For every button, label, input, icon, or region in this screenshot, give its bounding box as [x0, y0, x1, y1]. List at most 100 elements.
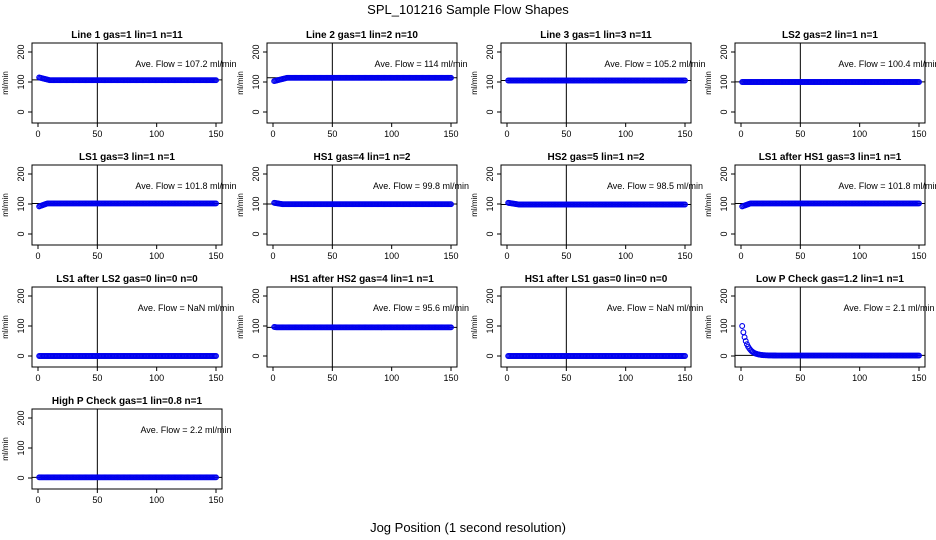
- x-tick-label: 150: [911, 129, 926, 139]
- panel-4: LS2 gas=2 lin=1 n=1 0 50 100 150 0 100 200 ml/mi…: [704, 30, 936, 139]
- y-tick-label: 200: [251, 166, 261, 181]
- ave-flow-label: Ave. Flow = 99.8 ml/min: [373, 181, 469, 191]
- panel-10: HS1 after HS2 gas=4 lin=1 n=1 0 50 100 150 0 1…: [236, 274, 469, 383]
- x-tick-label: 100: [618, 373, 633, 383]
- x-tick-label: 0: [504, 129, 509, 139]
- x-tick-label: 100: [149, 251, 164, 261]
- x-tick-label: 100: [384, 251, 399, 261]
- data-point: [448, 74, 454, 81]
- series-points: [36, 74, 219, 84]
- y-axis-label: ml/min: [1, 71, 10, 95]
- panel-title: Line 1 gas=1 lin=1 n=11: [71, 30, 183, 41]
- x-tick-label: 50: [561, 129, 571, 139]
- data-point: [213, 474, 219, 481]
- y-tick-label: 100: [719, 74, 729, 89]
- data-point: [742, 338, 749, 345]
- x-tick-label: 100: [384, 373, 399, 383]
- ave-flow-label: Ave. Flow = NaN ml/min: [138, 303, 235, 313]
- y-axis-label: ml/min: [704, 71, 713, 95]
- y-tick-label: 100: [16, 440, 26, 455]
- y-axis-label: ml/min: [1, 315, 10, 339]
- y-tick-label: 100: [251, 196, 261, 211]
- x-tick-label: 150: [443, 129, 458, 139]
- y-axis-label: ml/min: [236, 193, 245, 217]
- x-tick-label: 50: [327, 129, 337, 139]
- panel-3: Line 3 gas=1 lin=3 n=11 0 50 100 150 0 100 200 m…: [470, 30, 706, 139]
- y-axis-label: ml/min: [704, 315, 713, 339]
- panel-12: Low P Check gas=1.2 lin=1 n=1 0 50 100 150 0 1…: [704, 274, 935, 383]
- x-tick-label: 50: [561, 251, 571, 261]
- series-points: [739, 200, 922, 210]
- series-points: [505, 199, 688, 208]
- data-point: [739, 323, 746, 329]
- y-tick-label: 0: [251, 231, 261, 236]
- panel-7: HS2 gas=5 lin=1 n=2 0 50 100 150 0 100 200 ml/mi…: [470, 152, 703, 261]
- y-tick-label: 200: [16, 44, 26, 59]
- x-tick-label: 150: [208, 129, 223, 139]
- x-tick-label: 0: [504, 373, 509, 383]
- y-tick-label: 0: [719, 353, 729, 358]
- data-point: [213, 200, 219, 207]
- x-tick-label: 0: [738, 373, 743, 383]
- y-axis-label: ml/min: [236, 71, 245, 95]
- x-tick-label: 150: [677, 373, 692, 383]
- x-tick-label: 150: [208, 251, 223, 261]
- y-tick-label: 0: [251, 353, 261, 358]
- y-tick-label: 100: [485, 74, 495, 89]
- data-point: [213, 353, 219, 359]
- x-tick-label: 50: [92, 129, 102, 139]
- panel-8: LS1 after HS1 gas=3 lin=1 n=1 0 50 100 150 0 1…: [704, 152, 936, 261]
- y-axis-label: ml/min: [470, 193, 479, 217]
- data-point: [916, 200, 922, 207]
- panel-13: High P Check gas=1 lin=0.8 n=1 0 50 100 150 0…: [1, 396, 232, 505]
- x-tick-label: 50: [92, 373, 102, 383]
- figure-title: SPL_101216 Sample Flow Shapes: [367, 2, 569, 17]
- x-tick-label: 100: [852, 373, 867, 383]
- y-tick-label: 200: [16, 410, 26, 425]
- x-tick-label: 150: [911, 251, 926, 261]
- data-point: [448, 324, 454, 331]
- y-tick-label: 100: [251, 74, 261, 89]
- data-point: [682, 353, 688, 359]
- x-tick-label: 100: [149, 495, 164, 505]
- panel-title: HS2 gas=5 lin=1 n=2: [548, 152, 645, 163]
- y-tick-label: 200: [251, 288, 261, 303]
- x-tick-label: 0: [738, 129, 743, 139]
- series-points: [36, 200, 219, 210]
- x-tick-label: 50: [327, 251, 337, 261]
- x-tick-label: 0: [35, 251, 40, 261]
- panel-2: Line 2 gas=1 lin=2 n=10 0 50 100 150 0 100 200 m…: [236, 30, 467, 139]
- series-points: [36, 353, 219, 359]
- ave-flow-label: Ave. Flow = 101.8 ml/min: [135, 181, 236, 191]
- y-tick-label: 100: [16, 196, 26, 211]
- ave-flow-label: Ave. Flow = 114 ml/min: [375, 59, 468, 69]
- data-point: [740, 329, 747, 336]
- y-tick-label: 0: [719, 109, 729, 114]
- y-axis-label: ml/min: [1, 437, 10, 461]
- y-tick-label: 0: [485, 109, 495, 114]
- x-tick-label: 0: [270, 373, 275, 383]
- x-tick-label: 150: [443, 373, 458, 383]
- y-tick-label: 200: [16, 166, 26, 181]
- series-points: [271, 323, 454, 331]
- data-point: [741, 334, 748, 341]
- y-tick-label: 0: [719, 231, 729, 236]
- y-tick-label: 100: [251, 318, 261, 333]
- x-tick-label: 150: [911, 373, 926, 383]
- ave-flow-label: Ave. Flow = 95.6 ml/min: [373, 303, 469, 313]
- x-tick-label: 150: [677, 251, 692, 261]
- x-tick-label: 100: [852, 251, 867, 261]
- x-tick-label: 50: [795, 251, 805, 261]
- ave-flow-label: Ave. Flow = 98.5 ml/min: [607, 181, 703, 191]
- panel-title: LS2 gas=2 lin=1 n=1: [782, 30, 878, 41]
- panel-title: Line 3 gas=1 lin=3 n=11: [540, 30, 652, 41]
- y-tick-label: 0: [485, 353, 495, 358]
- panel-9: LS1 after LS2 gas=0 lin=0 n=0 0 50 100 150 0 1…: [1, 274, 234, 383]
- y-tick-label: 0: [16, 109, 26, 114]
- panel-title: Line 2 gas=1 lin=2 n=10: [306, 30, 418, 41]
- y-axis-label: ml/min: [470, 315, 479, 339]
- x-tick-label: 0: [35, 129, 40, 139]
- x-tick-label: 0: [35, 373, 40, 383]
- series-points: [505, 353, 688, 359]
- x-tick-label: 0: [270, 251, 275, 261]
